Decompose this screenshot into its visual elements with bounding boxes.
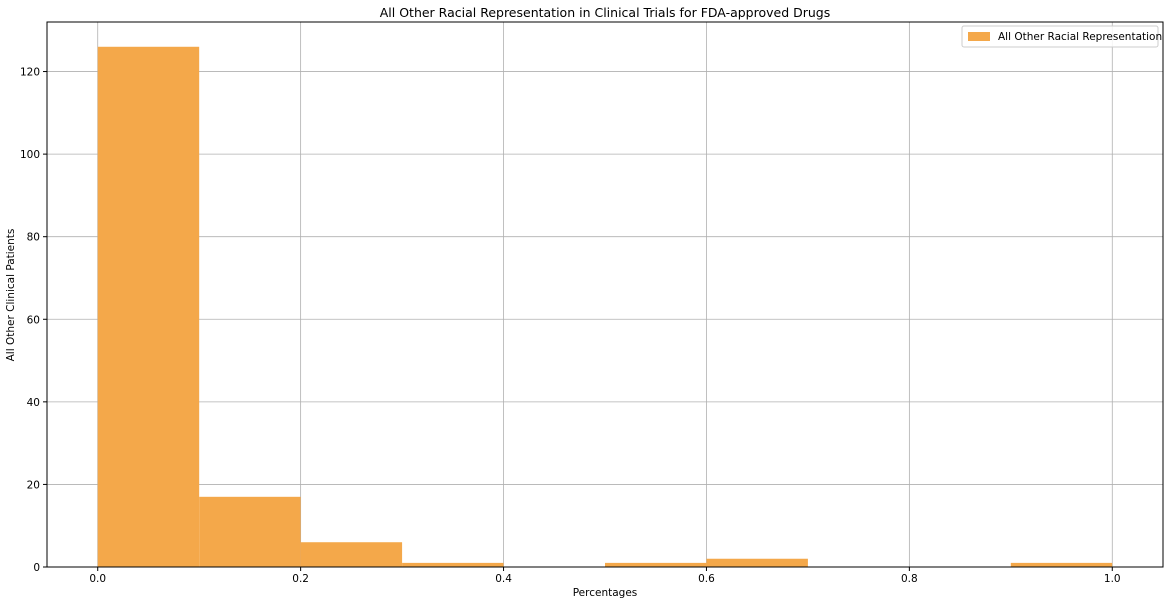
x-tick-label: 1.0 (1104, 573, 1121, 585)
histogram-bar (300, 542, 403, 567)
legend-swatch (968, 32, 990, 41)
y-axis-ticks: 0 20 40 60 80 100 120 (20, 67, 47, 574)
legend: All Other Racial Representation (961, 25, 1162, 48)
x-axis-ticks: 0.0 0.2 0.4 0.6 0.8 1.0 (89, 567, 1121, 585)
y-tick-label: 80 (27, 232, 40, 244)
x-axis-label: Percentages (573, 587, 638, 599)
y-tick-label: 100 (20, 149, 40, 161)
histogram-bar (97, 46, 200, 568)
y-tick-label: 0 (33, 562, 40, 574)
chart-title: All Other Racial Representation in Clini… (380, 5, 831, 20)
histogram-bar (199, 496, 301, 567)
y-tick-label: 60 (27, 314, 40, 326)
grid-lines (47, 22, 1163, 568)
legend-entry: All Other Racial Representation (998, 31, 1162, 43)
x-tick-label: 0.4 (495, 573, 512, 585)
y-tick-label: 20 (27, 479, 40, 491)
histogram-bar (1010, 562, 1113, 567)
histogram-bar (706, 558, 808, 567)
x-tick-label: 0.8 (901, 573, 918, 585)
y-axis-label: All Other Clinical Patients (5, 229, 17, 362)
x-tick-label: 0.0 (89, 573, 106, 585)
x-tick-label: 0.2 (292, 573, 309, 585)
y-tick-label: 40 (27, 397, 40, 409)
x-tick-label: 0.6 (698, 573, 715, 585)
legend-box (961, 25, 1159, 48)
histogram-bars (97, 46, 1113, 568)
plot-frame (46, 21, 1164, 568)
y-tick-label: 120 (20, 67, 40, 79)
histogram-bar (402, 562, 504, 567)
histogram-bar (605, 562, 707, 567)
